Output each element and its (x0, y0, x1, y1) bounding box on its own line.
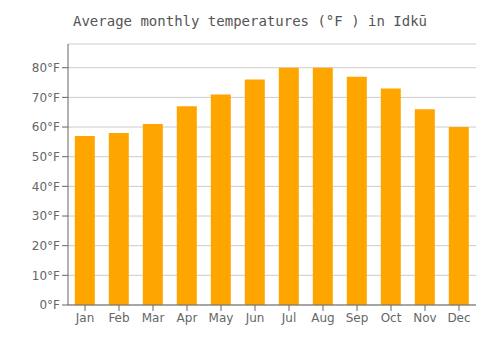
svg-text:May: May (209, 311, 234, 325)
svg-text:70°F: 70°F (32, 91, 60, 105)
svg-text:0°F: 0°F (39, 298, 60, 312)
svg-text:Jun: Jun (245, 311, 265, 325)
svg-text:Jan: Jan (75, 311, 95, 325)
svg-text:Dec: Dec (447, 311, 470, 325)
svg-text:Oct: Oct (381, 311, 402, 325)
html-text:Average monthly temperatures (: Average monthly temperatures (°F ) in Id… (73, 13, 427, 29)
svg-text:50°F: 50°F (32, 150, 60, 164)
svg-text:40°F: 40°F (32, 180, 60, 194)
svg-text:Apr: Apr (177, 311, 198, 325)
svg-text:Feb: Feb (108, 311, 129, 325)
svg-text:Sep: Sep (346, 311, 369, 325)
svg-text:80°F: 80°F (32, 61, 60, 75)
svg-text:20°F: 20°F (32, 239, 60, 253)
svg-text:Aug: Aug (311, 311, 334, 325)
svg-text:Mar: Mar (142, 311, 165, 325)
svg-text:Nov: Nov (413, 311, 436, 325)
svg-text:Jul: Jul (281, 311, 296, 325)
svg-text:30°F: 30°F (32, 209, 60, 223)
svg-text:10°F: 10°F (32, 269, 60, 283)
svg-text:60°F: 60°F (32, 120, 60, 134)
